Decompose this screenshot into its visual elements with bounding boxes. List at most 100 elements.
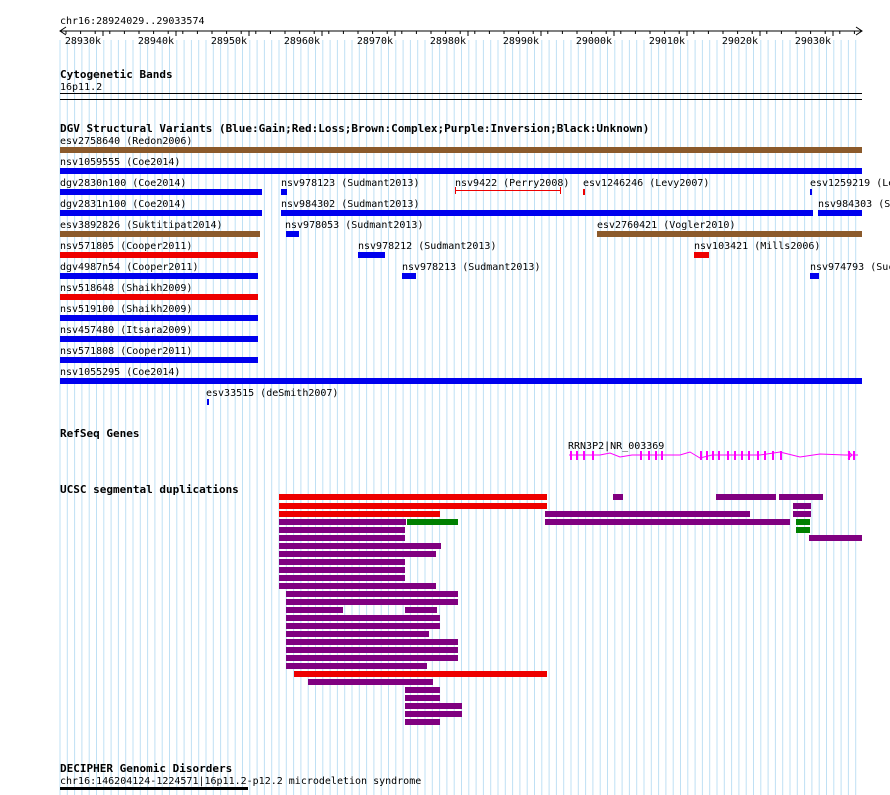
segdup-feature[interactable] (286, 639, 458, 645)
segdup-feature[interactable] (809, 535, 862, 541)
segdup-feature[interactable] (716, 494, 776, 500)
dgv-feature-label: nsv103421 (Mills2006) (694, 241, 820, 252)
segdup-feature[interactable] (407, 519, 458, 525)
ruler-tick-label: 28930k (65, 36, 101, 47)
dgv-feature-bar[interactable] (810, 273, 819, 279)
segdup-feature[interactable] (279, 519, 406, 525)
dgv-feature-bar[interactable] (60, 378, 862, 384)
dgv-feature-label: nsv457480 (Itsara2009) (60, 325, 192, 336)
dgv-feature-bar[interactable] (286, 231, 299, 237)
dgv-feature-label: nsv974793 (Suc (810, 262, 890, 273)
dgv-feature-bar[interactable] (60, 168, 862, 174)
dgv-feature-label: dgv4987n54 (Cooper2011) (60, 262, 198, 273)
decipher-feature-label: chr16:146204124-1224571|16p11.2-p12.2 mi… (60, 776, 421, 787)
dgv-feature-bar[interactable] (60, 231, 260, 237)
segdup-feature[interactable] (793, 503, 811, 509)
gene-exon (757, 451, 759, 460)
segdup-feature[interactable] (279, 559, 405, 565)
gene-exon (718, 451, 720, 460)
segdup-feature[interactable] (279, 527, 405, 533)
segdup-feature[interactable] (405, 719, 440, 725)
dgv-feature-bar[interactable] (818, 210, 862, 216)
segdup-feature[interactable] (613, 494, 623, 500)
dgv-features: esv2758640 (Redon2006) nsv1059555 (Coe201… (60, 136, 890, 405)
dgv-feature-bar[interactable] (281, 210, 813, 216)
segdup-feature[interactable] (796, 527, 810, 533)
segdup-feature[interactable] (286, 615, 440, 621)
dgv-feature-label: nsv978053 (Sudmant2013) (285, 220, 423, 231)
dgv-feature-bar[interactable] (358, 252, 385, 258)
segdup-feature[interactable] (796, 519, 810, 525)
refseq-gene-label: RRN3P2|NR_003369 (568, 441, 664, 452)
segdup-feature[interactable] (405, 607, 437, 613)
dgv-feature-bar[interactable] (60, 273, 258, 279)
dgv-feature-bar[interactable] (60, 315, 258, 321)
dgv-feature-label: nsv519100 (Shaikh2009) (60, 304, 192, 315)
dgv-feature-label: esv2758640 (Redon2006) (60, 136, 192, 147)
segdup-feature[interactable] (405, 703, 462, 709)
dgv-feature-bar[interactable] (583, 189, 585, 195)
grid-lines (59, 40, 857, 795)
segdup-feature[interactable] (279, 551, 436, 557)
ruler-tick-label: 29030k (795, 36, 831, 47)
segdup-feature[interactable] (405, 687, 440, 693)
segdup-feature[interactable] (294, 671, 547, 677)
ruler-tick-label: 28990k (503, 36, 539, 47)
dgv-feature-label: esv2760421 (Vogler2010) (597, 220, 735, 231)
gene-exon (640, 451, 642, 460)
dgv-feature-label: dgv2830n100 (Coe2014) (60, 178, 186, 189)
segdup-feature[interactable] (286, 631, 429, 637)
segdup-feature[interactable] (545, 511, 750, 517)
dgv-feature-bar[interactable] (597, 231, 862, 237)
cytoband-bar-top[interactable] (60, 93, 862, 94)
dgv-feature-bar[interactable] (455, 187, 561, 194)
segdup-feature[interactable] (279, 575, 405, 581)
segdup-feature[interactable] (279, 583, 436, 589)
segdup-feature[interactable] (286, 599, 458, 605)
segdup-feature[interactable] (286, 591, 458, 597)
gene-exon (700, 451, 702, 460)
refseq-gene-rrn3p2[interactable] (569, 450, 858, 460)
segdup-feature[interactable] (279, 535, 405, 541)
decipher-feature-bar[interactable] (60, 787, 248, 790)
segdup-feature[interactable] (405, 711, 462, 717)
decipher-track-title: DECIPHER Genomic Disorders (60, 762, 232, 775)
dgv-feature-bar[interactable] (810, 189, 812, 195)
dgv-feature-bar[interactable] (60, 357, 258, 363)
dgv-feature-label: dgv2831n100 (Coe2014) (60, 199, 186, 210)
segdup-feature[interactable] (779, 494, 823, 500)
segdup-feature[interactable] (286, 607, 343, 613)
segdup-feature[interactable] (279, 543, 441, 549)
segdup-feature[interactable] (545, 519, 790, 525)
dgv-feature-bar[interactable] (60, 252, 258, 258)
segdup-feature[interactable] (286, 647, 458, 653)
segdup-feature[interactable] (793, 511, 811, 517)
segdup-feature[interactable] (286, 623, 440, 629)
dgv-feature-bar[interactable] (60, 294, 258, 300)
dgv-feature-bar[interactable] (694, 252, 709, 258)
gene-exon (780, 451, 782, 460)
segdup-feature[interactable] (279, 511, 440, 517)
segdup-feature[interactable] (308, 679, 433, 685)
dgv-feature-label: esv1259219 (Le (810, 178, 890, 189)
dgv-feature-bar[interactable] (60, 189, 262, 195)
segdup-feature[interactable] (286, 663, 427, 669)
segdup-feature[interactable] (405, 695, 440, 701)
dgv-feature-bar[interactable] (60, 210, 262, 216)
dgv-feature-bar[interactable] (281, 189, 287, 195)
gene-exon (848, 451, 850, 460)
dgv-feature-label: esv3892826 (Suktitipat2014) (60, 220, 223, 231)
dgv-feature-bar[interactable] (60, 336, 258, 342)
segdup-feature[interactable] (279, 503, 547, 509)
dgv-feature-bar[interactable] (60, 147, 862, 153)
dgv-feature-label: nsv978213 (Sudmant2013) (402, 262, 540, 273)
gene-exon (570, 451, 572, 460)
segdup-feature[interactable] (279, 567, 405, 573)
segdup-feature[interactable] (286, 655, 458, 661)
segdup-feature[interactable] (279, 494, 547, 500)
dgv-feature-bar[interactable] (402, 273, 416, 279)
gene-exon (741, 451, 743, 460)
gene-exon (648, 451, 650, 460)
dgv-feature-bar[interactable] (207, 399, 209, 405)
